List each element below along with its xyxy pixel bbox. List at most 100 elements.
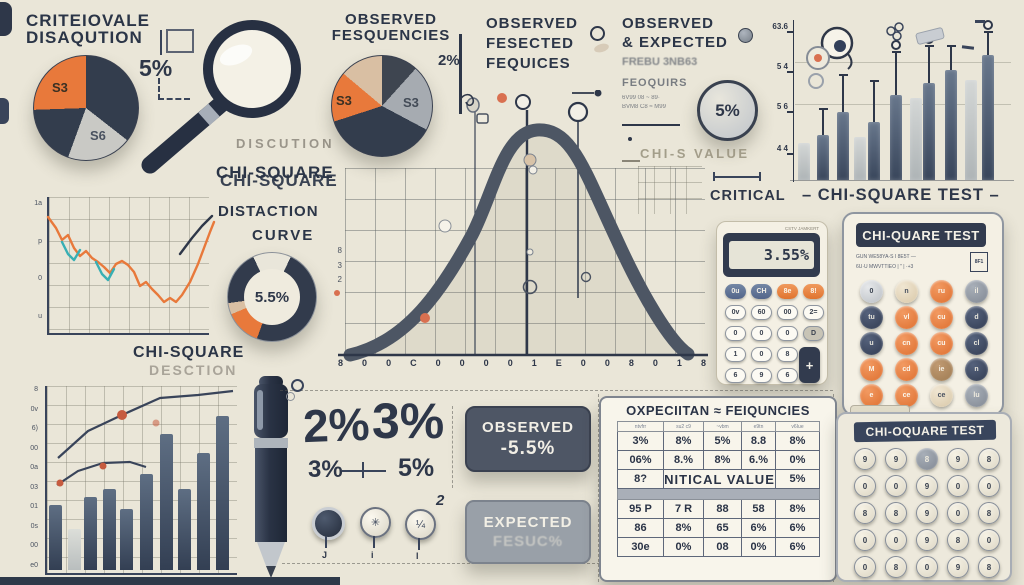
bar [868,122,880,180]
pin-mark: l [416,551,419,561]
bar [982,55,994,180]
five-percent-value: 5% [715,100,740,120]
five-percent-badge: 5% [697,80,758,141]
calculator-button: D [803,326,824,341]
calculator-button: 8 [777,347,798,362]
heading-critical-chi-square-test: CRITICAL – CHI-SQUARE TEST – [710,186,1016,205]
error-bar-cap [838,74,848,76]
chi-square-test-label: – CHI-SQUARE TEST – [801,186,1000,204]
table-cell: 6% [741,518,776,538]
bar [923,83,935,180]
table-cell: 5% [703,431,742,451]
error-bar-cap [818,108,828,110]
bar [68,529,81,570]
percent-5-top-left: 5% [139,55,173,81]
superscript-2: 2 [436,492,445,509]
title-line: FESQUENCIES [331,27,451,44]
calculator-button: 60 [751,305,772,320]
keypad-button: 0 [916,556,938,578]
table-cell: 08 [703,537,742,557]
calculator-button-row: 0u CH 8e 8! [725,284,824,299]
tick-label: 8 [34,386,38,393]
title-line: OBSERVED [622,15,714,32]
critical-label: CRITICAL [710,188,786,204]
keypad-button: 9 [854,448,876,470]
panel-key-button: ce [930,384,953,407]
expected-frequencies-table-panel: OXPECIITAN ≈ FEIQUNCIES ntvfrr su2 c9 ~vbm… [599,396,837,582]
bell-y-labels: 8 3 2 [332,246,342,284]
bar [817,135,829,180]
keypad-button: 0 [885,475,907,497]
doodle-circle [590,26,605,41]
pie-slice-label: S3 [403,95,419,110]
discution-label: DISCUTION [236,136,335,151]
tick-label: E [555,358,562,368]
calculator-plus-button: + [799,347,820,383]
table-cell: e9tn [741,421,776,432]
measure-tick [759,172,761,181]
right-chart-baseline [790,180,1014,181]
tick-label: 00 [30,444,38,452]
keypad-button: 0 [978,475,1000,497]
keypad-button: 0 [854,556,876,578]
title-line: OBSERVED [345,11,437,28]
keypad-button: 9 [947,448,969,470]
calculator-button: 6 [725,368,746,383]
doodle-rect [166,29,194,53]
tick-label: 0 [362,358,368,368]
bottom-chart-y-labels: 8 0v 6) 00 0a 03 01 0s 00 e0 [22,386,38,569]
panel-key-button: cu [930,306,953,329]
pie-slice-label: S3 [52,80,68,95]
tick-label: 0 [580,358,586,368]
calculator-button: 00 [777,305,798,320]
pin-stem [325,536,327,548]
keypad-button: 8 [885,502,907,524]
doodle-cross-tick [362,462,364,478]
tick-label: 8 [337,246,342,255]
table-cell: 8% [775,431,820,451]
doodle-dot [628,137,632,141]
calculator-display-value: 3.55% [763,246,809,264]
keypad-button: 0 [885,529,907,551]
observed-badge-title: OBSERVED [482,418,574,436]
tick-label: 0a [30,464,38,472]
table-cell: 8.8 [741,431,776,451]
y-axis-label: 5 6 [776,102,788,111]
tick-label: 0 [435,358,441,368]
error-bar-cap [983,31,993,33]
keypad-button: 9 [916,502,938,524]
table-cell: 3% [617,431,664,451]
line-series-orange [46,215,216,304]
table-body: ntvfrr su2 c9 ~vbm e9tn v6Iue 3% 8% 5% 8.8 8% 06% 8… [617,421,820,557]
keypad-button: 0 [947,502,969,524]
title-line: FREBU 3NB63 [622,56,698,68]
keypad-button: 8 [885,556,907,578]
table-cell: 58 [741,499,776,519]
bar [103,489,116,570]
panel-key-button: tu [860,306,883,329]
keypad-button: 0 [854,475,876,497]
pin-stem [373,536,375,548]
tick-label: 0s [30,522,38,530]
title-line: FESECTED [486,35,575,52]
panel-key-button: cn [895,332,918,355]
error-bar-cap [869,80,879,82]
tick-label: e0 [30,561,38,569]
expected-badge: EXPECTED FESUC% [465,500,591,564]
panel-info-line: GUN WE58YA-S I 8E5T — [856,254,916,260]
calculator-button: 8! [803,284,824,299]
edge-mark [0,98,9,124]
bar [49,505,62,570]
calculator-button: 0 [751,347,772,362]
bar [160,434,173,570]
bar [197,453,210,570]
pie-chart-observed [331,55,433,157]
dashed-divider [452,406,453,488]
title-line: DISTACTION [218,203,319,220]
table-cell: 6% [775,518,820,538]
bar [798,143,810,180]
pin-button-light: ✳ [360,507,391,538]
trend-dot [99,462,107,470]
